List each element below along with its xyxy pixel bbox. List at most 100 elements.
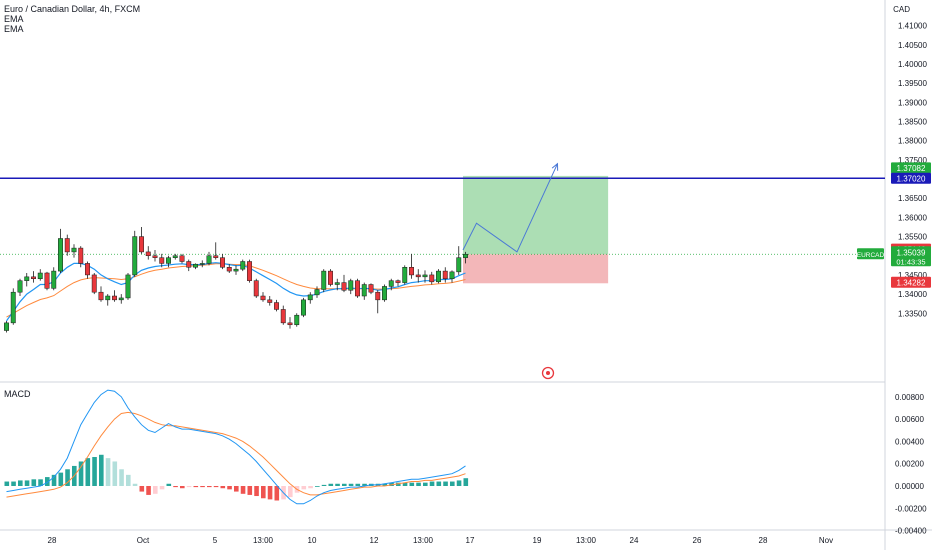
macd-tick-label: 0.00600 xyxy=(895,415,924,424)
candle-body xyxy=(307,294,313,301)
candle-body xyxy=(402,267,408,283)
candle xyxy=(361,282,367,300)
macd-histogram-bar xyxy=(335,483,340,486)
macd-histogram-bar xyxy=(240,486,246,494)
candle-body xyxy=(321,270,327,290)
candle-body xyxy=(415,274,421,278)
candle xyxy=(71,244,77,258)
candle xyxy=(260,292,266,302)
macd-legend[interactable]: MACD xyxy=(4,389,31,399)
time-tick-label: 28 xyxy=(759,536,768,545)
macd-tick-label: 0.00800 xyxy=(895,393,924,402)
macd-histogram-bar xyxy=(186,486,192,488)
time-tick-label: 5 xyxy=(213,536,218,545)
macd-histogram-bar xyxy=(396,482,401,486)
currency-label: CAD xyxy=(893,5,910,14)
candle-body xyxy=(4,322,9,331)
macd-histogram-bar xyxy=(402,482,408,486)
ema-indicator-1[interactable]: EMA xyxy=(4,14,24,24)
candle-body xyxy=(10,291,16,324)
macd-histogram-bar xyxy=(321,484,327,486)
macd-histogram-bar xyxy=(58,472,64,486)
candle xyxy=(395,279,401,287)
candle xyxy=(193,263,198,270)
candle xyxy=(4,320,9,333)
macd-tick-label: 0.00200 xyxy=(895,460,924,469)
candle-body xyxy=(361,284,367,297)
macd-histogram-bar xyxy=(213,486,219,488)
candle-body xyxy=(368,284,374,293)
macd-histogram-bar xyxy=(173,486,178,488)
candle-body xyxy=(382,286,387,301)
candle xyxy=(199,260,205,268)
price-tick-label: 1.35500 xyxy=(898,233,927,242)
candle-body xyxy=(456,257,462,273)
candle xyxy=(10,288,16,325)
candle xyxy=(328,269,333,287)
candle xyxy=(240,259,246,272)
candle xyxy=(166,255,171,268)
candle xyxy=(37,269,43,281)
candle xyxy=(307,292,313,304)
macd-histogram-bar xyxy=(429,481,435,486)
price-tick-label: 1.33500 xyxy=(898,309,927,318)
macd-histogram-bar xyxy=(4,481,10,486)
candle-body xyxy=(253,280,259,297)
candle-body xyxy=(436,270,441,283)
candle xyxy=(233,265,239,275)
macd-histogram-bar xyxy=(220,486,226,489)
symbol-tag: EURCAD xyxy=(857,252,885,259)
price-tick-label: 1.36500 xyxy=(898,194,927,203)
ema-indicator-2[interactable]: EMA xyxy=(4,24,24,34)
candle-body xyxy=(51,270,57,289)
candle xyxy=(44,271,50,291)
price-tick-label: 1.34500 xyxy=(898,271,927,280)
candle-body xyxy=(132,236,138,276)
macd-histogram-bar xyxy=(180,486,185,489)
candle xyxy=(348,278,354,295)
stop-loss-zone xyxy=(463,254,609,284)
macd-histogram-bar xyxy=(409,482,415,486)
candle-body xyxy=(139,236,144,253)
last-price-bg xyxy=(891,246,931,267)
candle xyxy=(145,246,151,260)
candle xyxy=(415,269,421,283)
candle-body xyxy=(172,255,178,258)
candle xyxy=(267,296,273,306)
macd-histogram-bar xyxy=(146,486,151,495)
candle-body xyxy=(409,267,414,276)
price-tick-label: 1.40000 xyxy=(898,60,927,69)
candle xyxy=(274,299,279,312)
candle xyxy=(98,286,104,302)
macd-histogram-bar xyxy=(456,480,462,486)
candle-body xyxy=(58,238,63,272)
candle-body xyxy=(166,257,171,264)
candle-body xyxy=(429,274,435,283)
candle xyxy=(179,253,185,264)
macd-histogram-bar xyxy=(450,481,455,486)
macd-histogram-bar xyxy=(274,486,280,501)
price-tick-label: 1.38500 xyxy=(898,118,927,127)
candle-body xyxy=(422,274,428,278)
price-pane xyxy=(0,162,885,380)
time-tick-label: 13:00 xyxy=(576,536,597,545)
candle xyxy=(17,278,23,297)
candle-body xyxy=(112,295,117,301)
macd-histogram-bar xyxy=(342,483,347,486)
macd-histogram-bar xyxy=(288,486,293,498)
candle-body xyxy=(240,261,246,270)
candle xyxy=(58,228,63,274)
macd-histogram-bar xyxy=(267,486,273,500)
candle xyxy=(247,259,252,283)
candle xyxy=(118,294,124,304)
macd-histogram-bar xyxy=(119,469,124,486)
hline-price-label-bg xyxy=(891,172,931,184)
candle-body xyxy=(98,291,104,301)
macd-histogram-bar xyxy=(112,461,118,486)
candle-body xyxy=(159,257,165,264)
candle xyxy=(456,246,462,275)
stop-price-label-bg xyxy=(891,276,931,288)
symbol-title[interactable]: Euro / Canadian Dollar, 4h, FXCM xyxy=(4,4,141,14)
macd-histogram-bar xyxy=(65,469,70,486)
